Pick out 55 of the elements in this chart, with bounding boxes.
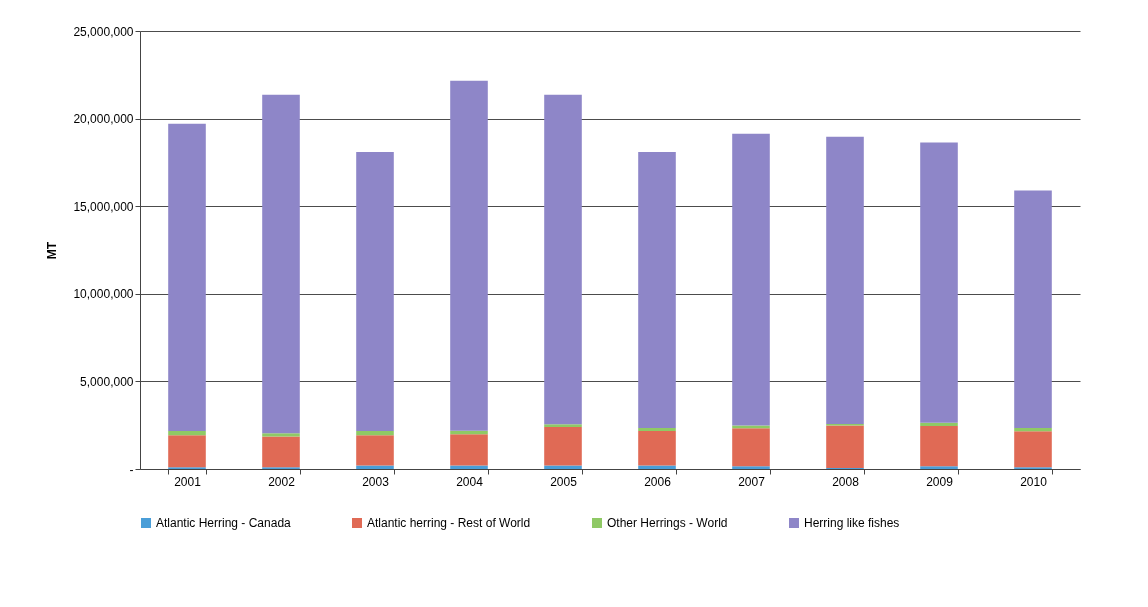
x-tick-label: 2009 <box>926 474 954 489</box>
y-tick-label: 20,000,000 <box>73 112 134 127</box>
y-tick-label: 15,000,000 <box>73 199 134 214</box>
bar <box>732 133 770 426</box>
bar <box>544 424 582 427</box>
bar <box>262 436 300 468</box>
bar <box>356 465 394 469</box>
legend-label: Other Herrings - World <box>607 516 728 530</box>
x-tick-label: 2005 <box>550 474 578 489</box>
bar <box>826 136 864 424</box>
y-axis-title: MT <box>45 241 60 260</box>
bar <box>732 425 770 429</box>
bar <box>262 94 300 434</box>
y-tick-label: 10,000,000 <box>73 287 134 302</box>
bar <box>544 426 582 466</box>
bar <box>920 426 958 467</box>
x-tick-label: 2003 <box>362 474 390 489</box>
y-tick-label: 5,000,000 <box>80 374 134 389</box>
bar <box>638 151 676 428</box>
bar <box>920 142 958 423</box>
x-tick-label: 2006 <box>644 474 672 489</box>
legend-label: Herring like fishes <box>804 516 900 530</box>
x-tick-label: 2010 <box>1020 474 1048 489</box>
x-tick-label: 2007 <box>738 474 766 489</box>
y-tick-label: - <box>129 462 134 477</box>
bar <box>450 465 488 469</box>
bar <box>1014 190 1052 428</box>
bar <box>544 94 582 425</box>
x-tick-label: 2008 <box>832 474 860 489</box>
bar <box>262 433 300 437</box>
bar <box>638 465 676 469</box>
x-tick-label: 2001 <box>174 474 202 489</box>
bar <box>732 466 770 469</box>
bar <box>168 123 206 431</box>
bar <box>168 435 206 468</box>
bar <box>168 430 206 436</box>
bar <box>450 434 488 466</box>
legend-label: Atlantic Herring - Canada <box>156 516 292 530</box>
bar <box>356 435 394 466</box>
bar <box>544 465 582 469</box>
y-tick-label: 25,000,000 <box>73 24 134 39</box>
bar <box>920 466 958 469</box>
bar <box>732 428 770 467</box>
bar <box>920 422 958 427</box>
bar <box>450 80 488 431</box>
bar <box>356 151 394 431</box>
bar <box>1014 431 1052 468</box>
bar <box>1014 428 1052 432</box>
x-tick-label: 2004 <box>456 474 484 489</box>
legend-label: Atlantic herring - Rest of World <box>367 516 531 530</box>
x-tick-label: 2002 <box>268 474 296 489</box>
bar <box>826 425 864 469</box>
bar <box>638 428 676 431</box>
bar <box>638 430 676 466</box>
bar <box>356 430 394 436</box>
